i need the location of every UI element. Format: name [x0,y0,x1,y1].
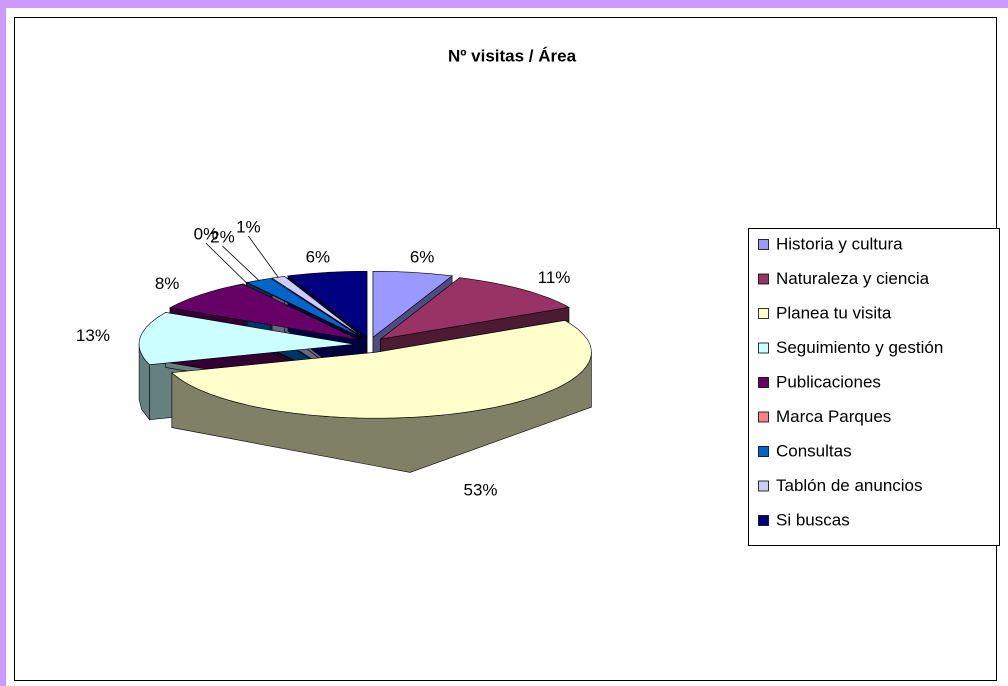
legend-swatch [758,515,769,526]
legend-swatch [758,411,769,423]
legend-swatch [758,308,769,319]
data-label: 2% [210,228,235,247]
data-label: 11% [538,268,571,287]
legend-label: Planea tu visita [776,303,892,322]
slice [372,271,453,338]
slice [271,276,364,339]
legend-swatch [758,377,769,388]
legend-swatch [758,342,769,354]
legend-label: Naturaleza y ciencia [776,269,930,288]
data-label: 53% [464,481,498,500]
data-label: 8% [155,274,180,293]
leader-line [222,245,259,281]
slice [380,277,570,340]
slice [287,271,368,338]
slice [171,320,592,419]
leader-line [205,242,247,283]
legend-swatch [758,480,769,492]
legend-label: Si buscas [776,510,850,529]
legend-label: Marca Parques [776,407,891,426]
legend-label: Publicaciones [776,372,881,391]
slice [168,283,359,340]
legend [748,228,1000,546]
slice [246,278,363,339]
legend-swatch [758,273,769,285]
slice [138,312,355,366]
data-label: 1% [236,218,261,237]
legend-swatch [758,239,769,250]
legend-label: Historia y cultura [776,234,903,253]
data-label: 13% [76,326,110,345]
legend-label: Tablón de anuncios [776,476,923,495]
legend-swatch [758,446,769,457]
data-label: 0% [194,225,219,244]
chart-title: Nº visitas / Área [448,46,577,65]
leader-line [248,235,279,278]
data-label: 6% [410,248,435,267]
data-label: 6% [306,248,331,267]
legend-label: Consultas [776,441,852,460]
legend-label: Seguimiento y gestión [776,338,943,357]
